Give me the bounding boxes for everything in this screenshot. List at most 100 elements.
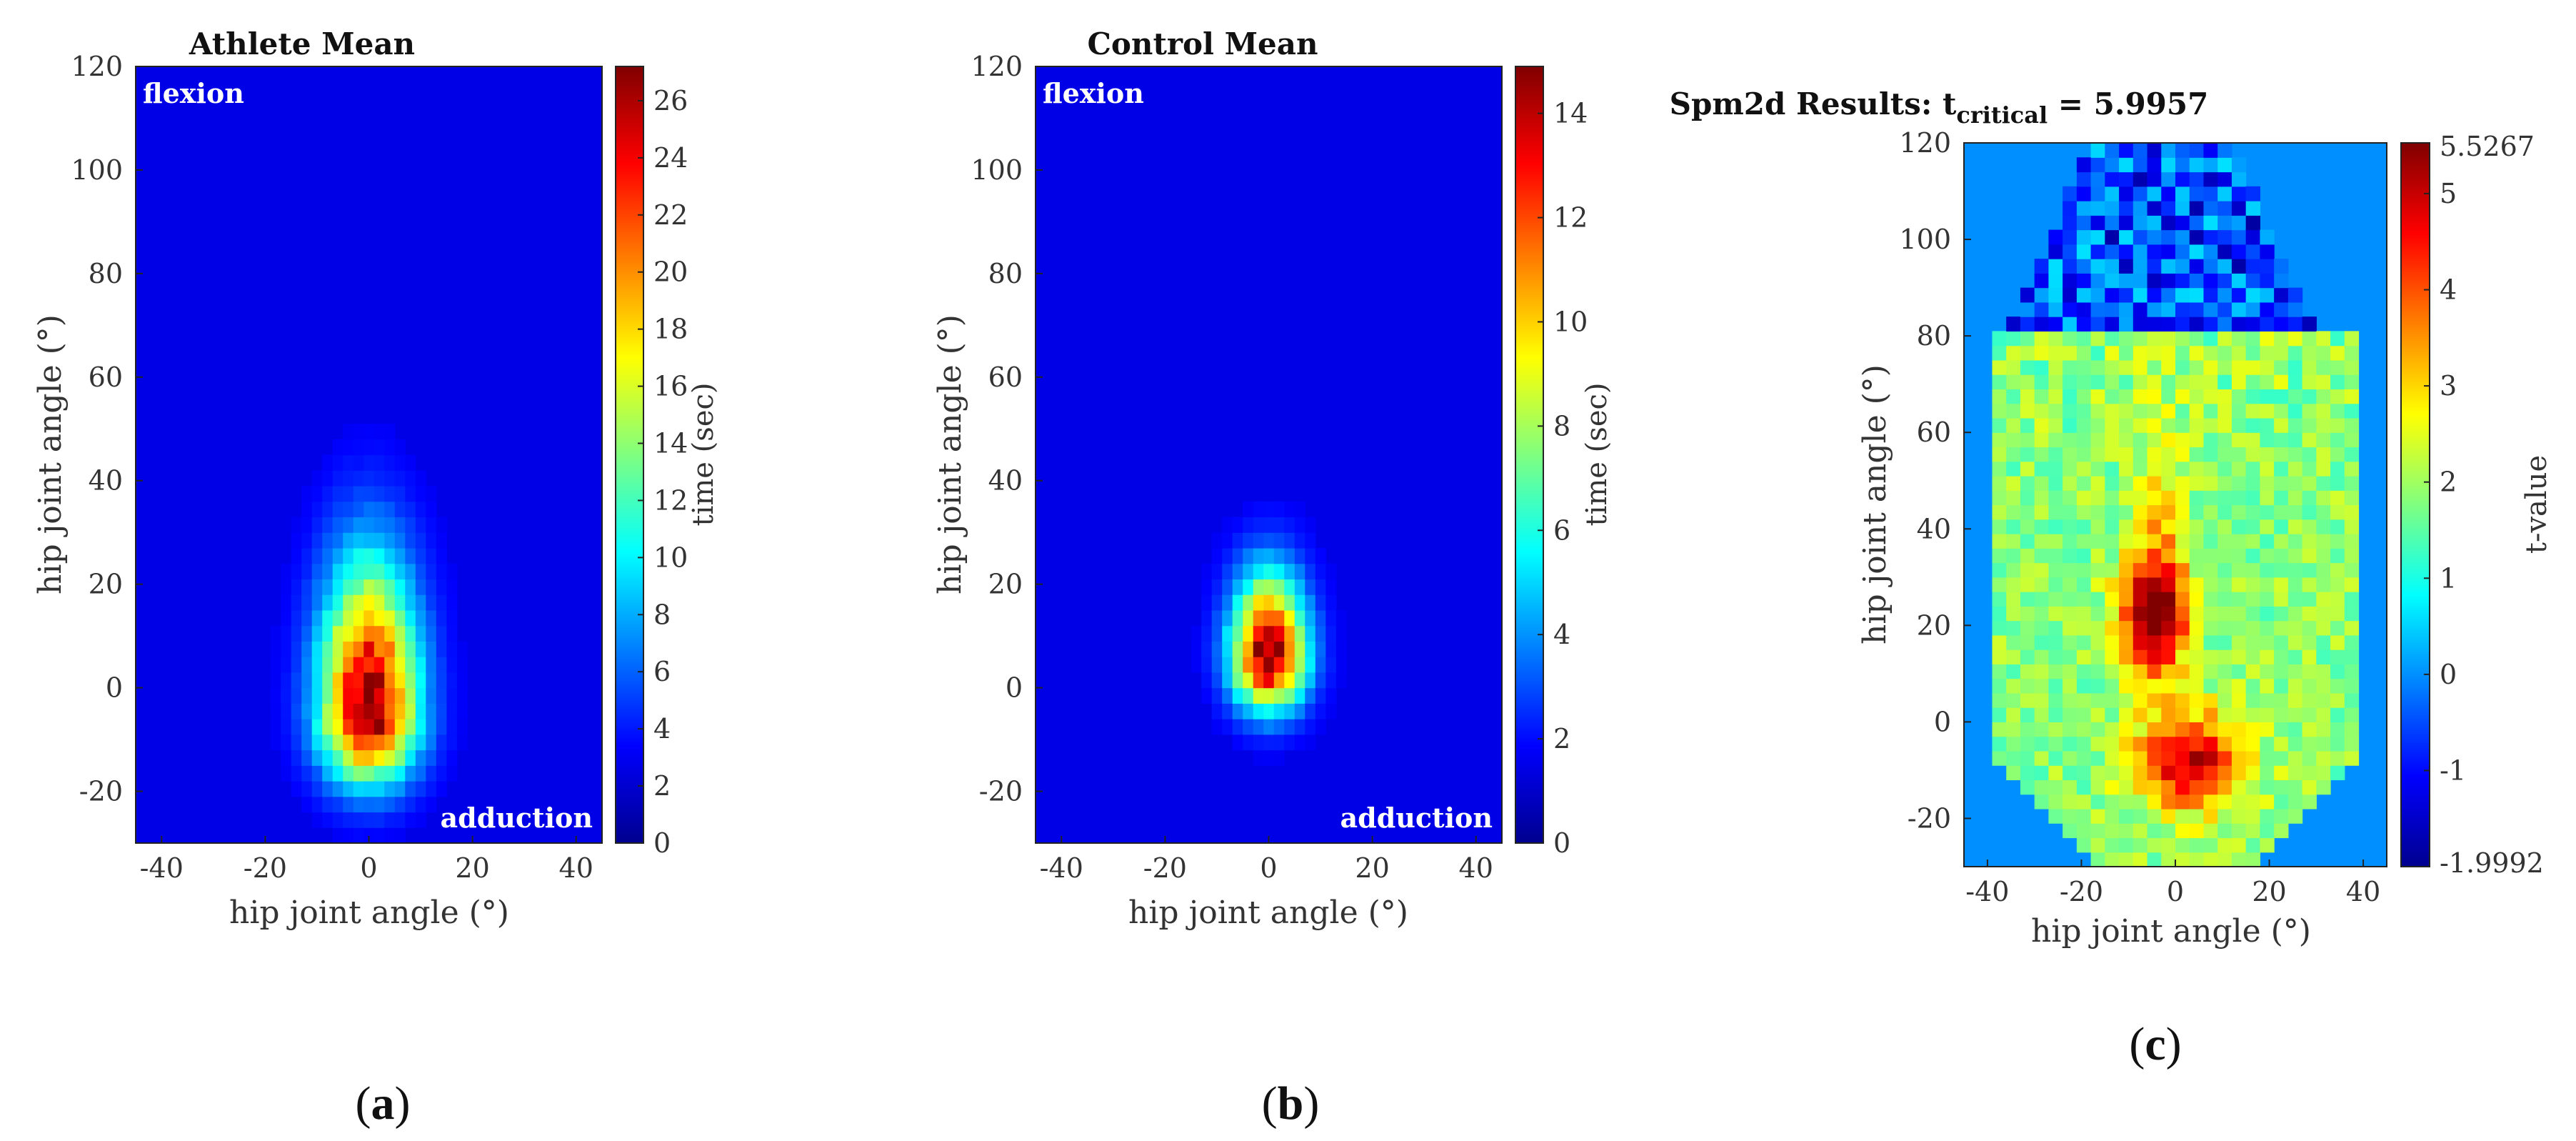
heatmap-cell (2161, 229, 2176, 245)
heatmap-cell (281, 719, 292, 735)
heatmap-cell (2133, 229, 2148, 245)
heatmap-cell (343, 501, 354, 518)
heatmap-cell (2274, 664, 2289, 679)
heatmap-cell (394, 734, 406, 751)
heatmap-cell (1243, 563, 1254, 580)
heatmap-cell (2175, 837, 2190, 853)
panel-b-sub-letter: b (1278, 1077, 1304, 1130)
heatmap-cell (1232, 532, 1243, 549)
heatmap-cell (2034, 374, 2049, 390)
heatmap-cell (2076, 389, 2092, 404)
heatmap-cell (2316, 475, 2331, 491)
y-tick-label: 40 (89, 465, 123, 497)
heatmap-cell (2105, 504, 2120, 520)
heatmap-cell (374, 657, 385, 673)
heatmap-cell (2090, 707, 2105, 722)
heatmap-cell (2048, 287, 2063, 303)
heatmap-cell (2287, 808, 2303, 824)
colorbar-tick-label: 6 (653, 656, 671, 687)
heatmap-cell (2161, 504, 2176, 520)
heatmap-cell (2260, 504, 2275, 520)
heatmap-cell (426, 672, 437, 689)
heatmap-cell (2090, 490, 2105, 506)
heatmap-cell (2133, 504, 2148, 520)
heatmap-cell (2119, 837, 2134, 853)
heatmap-cell (2287, 403, 2303, 419)
heatmap-cell (426, 657, 437, 673)
heatmap-cell (456, 657, 468, 673)
heatmap-cell (2034, 592, 2049, 607)
heatmap-cell (2020, 722, 2035, 737)
heatmap-cell (2147, 779, 2162, 795)
heatmap-cell (2175, 504, 2190, 520)
heatmap-cell (2217, 837, 2232, 853)
heatmap-cell (2203, 157, 2218, 173)
heatmap-cell (2274, 562, 2289, 578)
heatmap-cell (2217, 461, 2232, 477)
heatmap-cell (374, 812, 385, 828)
heatmap-cell (1273, 672, 1285, 689)
heatmap-cell (2034, 389, 2049, 404)
heatmap-cell (2260, 244, 2275, 259)
heatmap-cell (2231, 765, 2247, 781)
heatmap-cell (2034, 534, 2049, 549)
heatmap-cell (2175, 664, 2190, 679)
heatmap-cell (1211, 625, 1223, 642)
heatmap-cell (2203, 504, 2218, 520)
heatmap-cell (311, 749, 323, 766)
heatmap-cell (2260, 750, 2275, 766)
heatmap-cell (2006, 519, 2021, 534)
heatmap-cell (2133, 447, 2148, 462)
heatmap-cell (2076, 678, 2092, 694)
heatmap-cell (1273, 501, 1285, 518)
heatmap-cell (2274, 534, 2289, 549)
heatmap-cell (2161, 765, 2176, 781)
heatmap-cell (2048, 592, 2063, 607)
heatmap-cell (1992, 359, 2007, 375)
heatmap-cell (2133, 562, 2148, 578)
heatmap-cell (2020, 475, 2035, 491)
heatmap-cell (2189, 490, 2205, 506)
heatmap-cell (353, 703, 364, 719)
heatmap-cell (2090, 201, 2105, 216)
heatmap-cell (2147, 664, 2162, 679)
heatmap-cell (436, 517, 447, 533)
heatmap-cell (2245, 837, 2260, 853)
heatmap-cell (2161, 201, 2176, 216)
heatmap-cell (426, 485, 437, 502)
heatmap-cell (2189, 707, 2205, 722)
heatmap-cell (2090, 692, 2105, 708)
heatmap-cell (2034, 548, 2049, 564)
heatmap-cell (1325, 609, 1337, 627)
colorbar-tick-label: 14 (653, 428, 688, 459)
heatmap-cell (426, 609, 437, 627)
heatmap-cell (2344, 664, 2360, 679)
heatmap-cell (2105, 229, 2120, 245)
heatmap-cell (301, 796, 313, 813)
heatmap-cell (311, 672, 323, 689)
heatmap-cell (2119, 707, 2134, 722)
heatmap-cell (2175, 244, 2190, 259)
heatmap-cell (2119, 389, 2134, 404)
heatmap-cell (2274, 750, 2289, 766)
heatmap-cell (2245, 823, 2260, 839)
heatmap-cell (1211, 687, 1223, 704)
heatmap-cell (2260, 229, 2275, 245)
heatmap-cell (270, 657, 281, 673)
heatmap-cell (2020, 548, 2035, 564)
heatmap-cell (1211, 641, 1223, 657)
heatmap-cell (2274, 389, 2289, 404)
heatmap-cell (2063, 722, 2078, 737)
heatmap-cell (2344, 707, 2360, 722)
heatmap-cell (2175, 736, 2190, 752)
heatmap-cell (2189, 359, 2205, 375)
heatmap-cell (374, 563, 385, 580)
heatmap-cell (2133, 707, 2148, 722)
heatmap-cell (2203, 649, 2218, 664)
heatmap-cell (353, 641, 364, 657)
heatmap-cell (2287, 374, 2303, 390)
heatmap-cell (2006, 475, 2021, 491)
heatmap-cell (374, 687, 385, 704)
heatmap-cell (270, 672, 281, 689)
